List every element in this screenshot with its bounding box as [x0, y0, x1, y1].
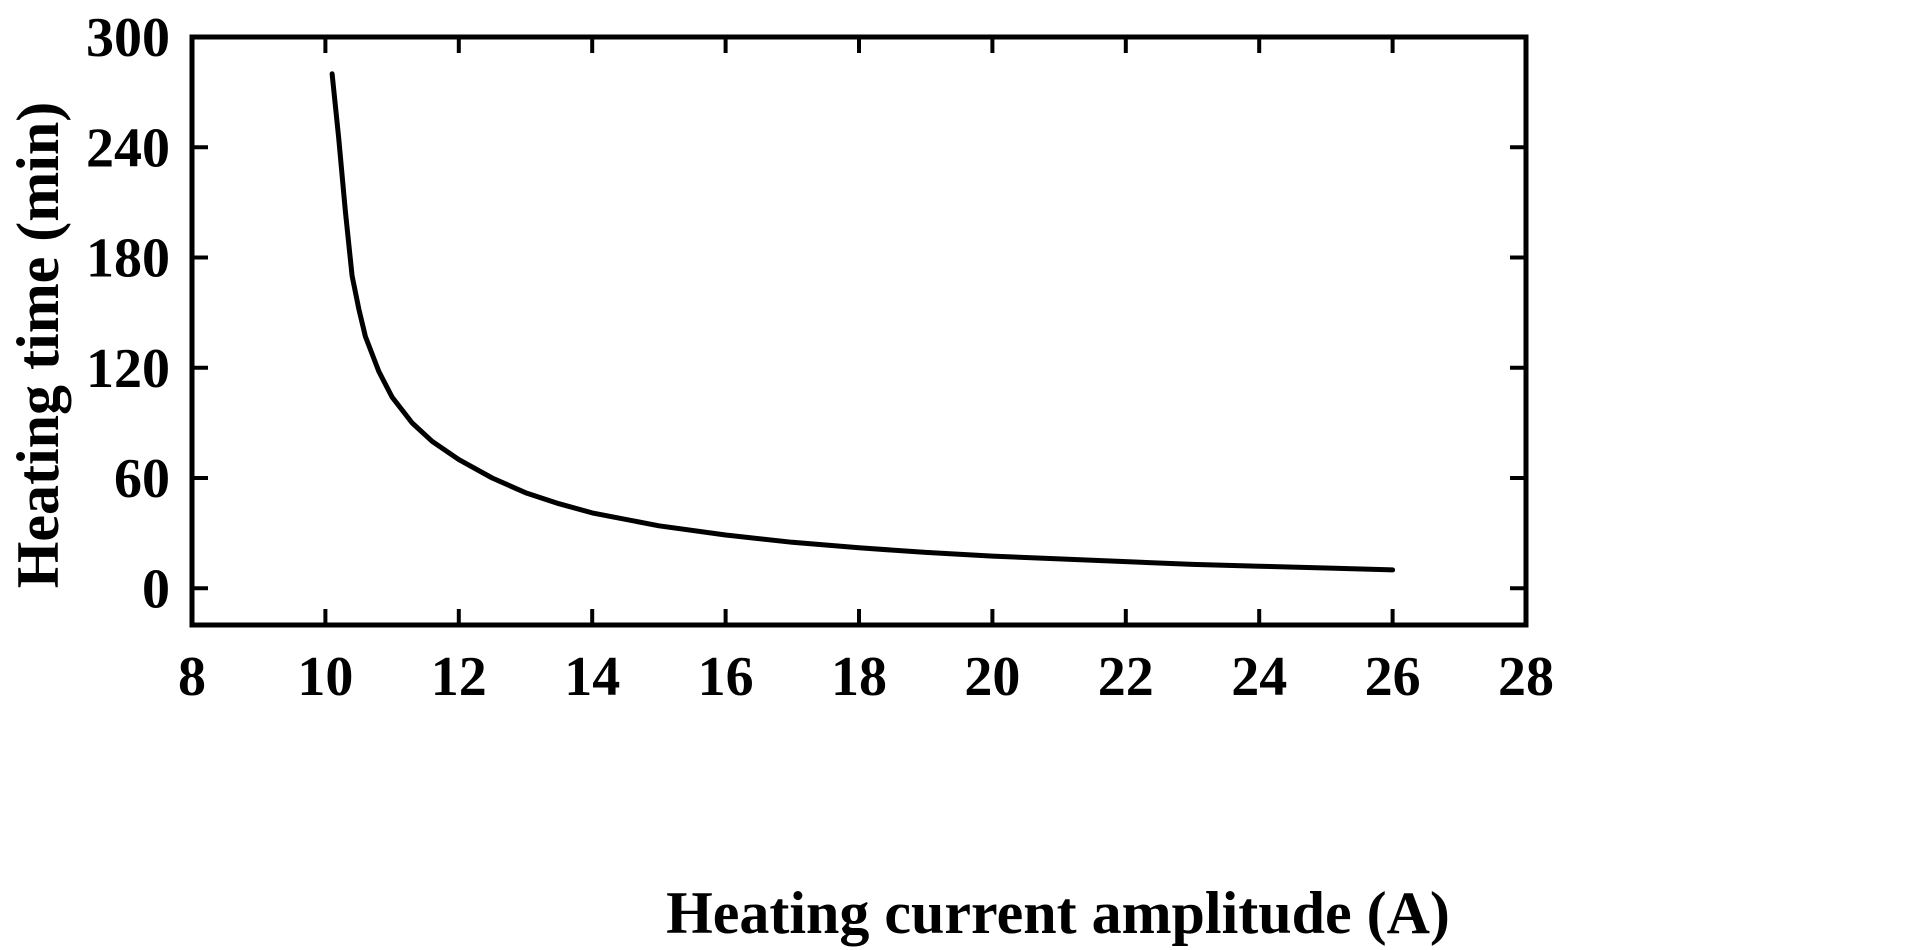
x-tick-label-5: 18: [831, 646, 887, 708]
x-tick-label-4: 16: [698, 646, 754, 708]
y-tick-label-4: 240: [86, 117, 170, 179]
y-tick-label-1: 60: [114, 448, 170, 510]
x-tick-label-6: 20: [964, 646, 1020, 708]
x-tick-label-3: 14: [564, 646, 620, 708]
y-tick-label-2: 120: [86, 338, 170, 400]
x-tick-label-7: 22: [1098, 646, 1154, 708]
x-tick-label-10: 28: [1498, 646, 1554, 708]
x-tick-label-2: 12: [431, 646, 487, 708]
x-tick-label-8: 24: [1231, 646, 1287, 708]
plot-frame: [189, 34, 1529, 628]
x-tick-label-1: 10: [297, 646, 353, 708]
y-axis-title: Heating time (min): [5, 102, 71, 589]
x-tick-label-9: 26: [1365, 646, 1421, 708]
series-line-0: [329, 71, 1396, 573]
x-tick-label-0: 8: [178, 646, 206, 708]
y-tick-label-0: 0: [142, 558, 170, 620]
y-tick-label-3: 180: [86, 228, 170, 290]
x-axis-title: Heating current amplitude (A): [666, 880, 1450, 946]
y-tick-label-5: 300: [86, 7, 170, 69]
